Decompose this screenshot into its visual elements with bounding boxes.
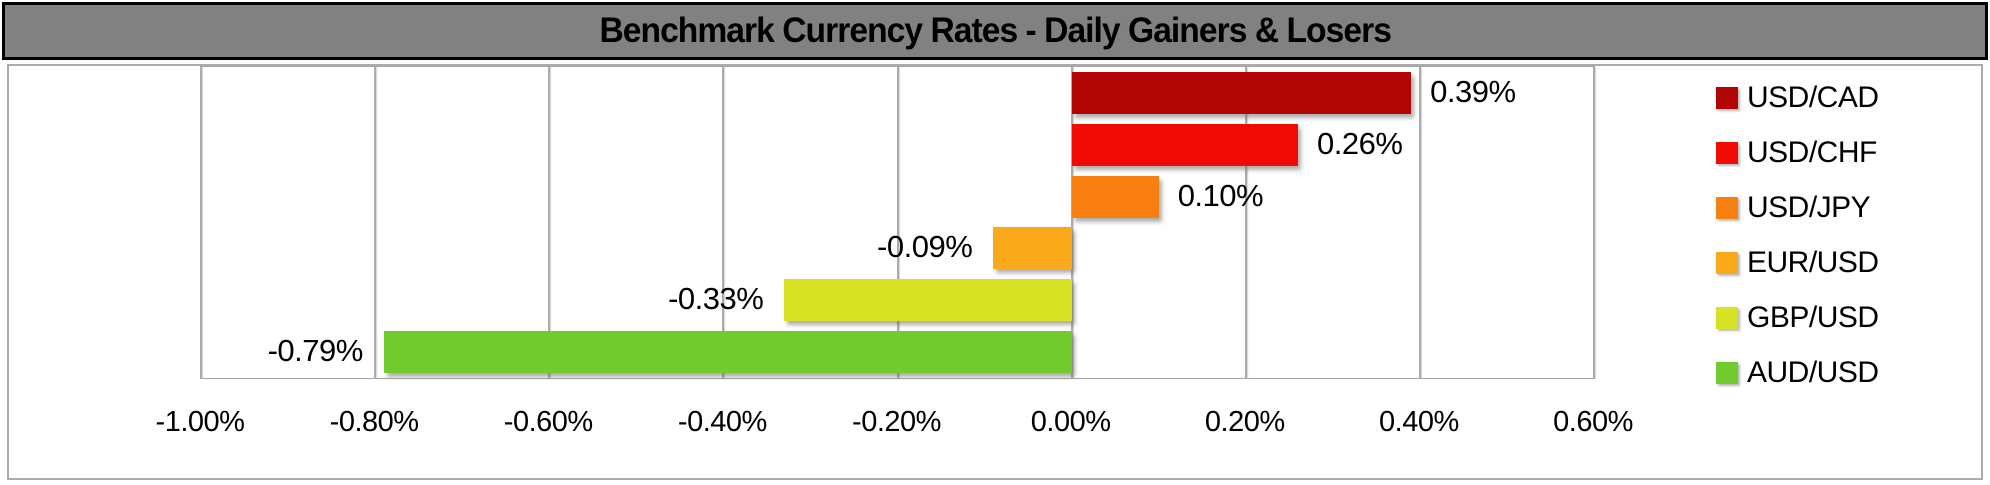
legend-swatch bbox=[1716, 196, 1738, 219]
gridline bbox=[1418, 67, 1421, 378]
bar-value-label: -0.33% bbox=[668, 281, 764, 317]
bar-usd-cad bbox=[1071, 71, 1412, 114]
gridline bbox=[374, 67, 377, 378]
legend-swatch bbox=[1716, 251, 1738, 274]
legend-swatch bbox=[1716, 141, 1738, 164]
legend-item-usd-cad: USD/CAD bbox=[1716, 70, 1879, 125]
bar-value-label: 0.10% bbox=[1177, 177, 1264, 213]
gridline bbox=[200, 67, 202, 378]
gridline bbox=[1070, 67, 1073, 378]
bar-usd-jpy bbox=[1071, 175, 1159, 218]
legend-label: EUR/USD bbox=[1747, 245, 1879, 279]
bar-value-label: 0.39% bbox=[1430, 73, 1516, 109]
x-axis-tick-label: -0.60% bbox=[503, 406, 593, 438]
gridline bbox=[1593, 67, 1595, 378]
bar-gbp-usd bbox=[784, 279, 1072, 322]
x-axis-tick-label: -0.40% bbox=[677, 406, 767, 438]
legend-swatch bbox=[1716, 86, 1738, 109]
bar-value-label: -0.79% bbox=[267, 333, 364, 369]
legend-item-usd-chf: USD/CHF bbox=[1716, 125, 1879, 180]
legend-swatch bbox=[1716, 361, 1738, 384]
legend-label: USD/CHF bbox=[1747, 135, 1877, 169]
x-axis-tick-label: 0.40% bbox=[1379, 406, 1459, 438]
x-axis-tick-label: 0.00% bbox=[1030, 406, 1111, 438]
bar-value-label: -0.09% bbox=[877, 229, 973, 265]
legend-item-eur-usd: EUR/USD bbox=[1716, 235, 1879, 290]
plot-area bbox=[200, 66, 1595, 379]
legend-swatch bbox=[1716, 306, 1738, 329]
bar-aud-usd bbox=[383, 331, 1072, 374]
legend-item-gbp-usd: GBP/USD bbox=[1716, 290, 1879, 345]
legend-item-usd-jpy: USD/JPY bbox=[1716, 180, 1879, 235]
x-axis-tick-label: -0.20% bbox=[852, 406, 941, 438]
gridline bbox=[548, 67, 551, 378]
bar-value-label: 0.26% bbox=[1316, 125, 1403, 161]
x-axis-tick-label: 0.60% bbox=[1553, 406, 1633, 438]
gridline bbox=[896, 67, 899, 378]
x-axis-tick-label: -0.80% bbox=[329, 406, 419, 438]
legend-label: GBP/USD bbox=[1747, 300, 1879, 334]
gridline bbox=[722, 67, 725, 378]
legend-label: USD/CAD bbox=[1747, 80, 1879, 114]
bar-eur-usd bbox=[993, 227, 1072, 270]
legend-label: USD/JPY bbox=[1747, 190, 1871, 224]
x-axis-tick-label: -1.00% bbox=[155, 406, 245, 438]
legend: USD/CAD USD/CHF USD/JPY EUR/USD GBP/USD AUD/U… bbox=[1716, 70, 1879, 400]
legend-item-aud-usd: AUD/USD bbox=[1716, 345, 1879, 400]
bar-usd-chf bbox=[1071, 123, 1298, 166]
gridline bbox=[1244, 67, 1247, 378]
legend-label: AUD/USD bbox=[1747, 355, 1879, 389]
x-axis-tick-label: 0.20% bbox=[1204, 406, 1285, 438]
page-title: Benchmark Currency Rates - Daily Gainers… bbox=[599, 11, 1391, 50]
title-bar: Benchmark Currency Rates - Daily Gainers… bbox=[2, 2, 1988, 60]
